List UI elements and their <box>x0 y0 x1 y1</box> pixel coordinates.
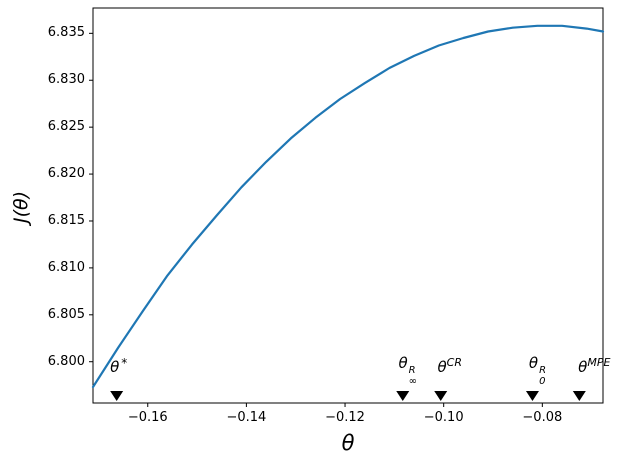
theta-inf-R-base: θ <box>398 354 408 372</box>
theta-CR-marker <box>434 391 448 401</box>
theta-star-base: θ <box>110 358 120 376</box>
y-tick-label-4: 6.820 <box>47 166 85 182</box>
y-tick-label-0: 6.800 <box>47 353 85 369</box>
theta-inf-R-supsub: R ∞ <box>408 365 417 387</box>
y-tick-label-3: 6.815 <box>47 212 85 228</box>
theta-MPE-base: θ <box>578 358 588 376</box>
theta-CR-label: θCR <box>410 353 490 377</box>
theta-CR-base: θ <box>437 358 447 376</box>
y-axis-label-text: J(θ) <box>10 190 32 224</box>
y-tick-label-6: 6.830 <box>47 72 85 88</box>
x-tick-label-0: −0.16 <box>127 410 168 425</box>
theta-star-sup: * <box>121 356 128 370</box>
y-tick-label-2: 6.810 <box>47 259 85 275</box>
theta-inf-R-label: θ R ∞ <box>368 353 448 387</box>
x-axis-label-text: θ <box>341 431 355 455</box>
x-tick-label-1: −0.14 <box>226 410 267 425</box>
objective-curve <box>91 24 605 389</box>
theta-MPE-sup: MPE <box>587 356 611 369</box>
y-axis-label: J(θ) <box>10 191 32 223</box>
x-axis-label: θ <box>342 431 355 455</box>
theta-0-R-marker <box>525 391 539 401</box>
plot-frame <box>92 7 604 404</box>
theta-MPE-marker <box>572 391 586 401</box>
x-tick-label-4: −0.08 <box>522 410 563 425</box>
theta-star-label: θ * <box>79 353 159 377</box>
y-tick-label-7: 6.835 <box>47 25 85 41</box>
theta-CR-sup: CR <box>446 356 462 369</box>
x-tick-label-3: −0.10 <box>423 410 464 425</box>
x-tick-label-2: −0.12 <box>325 410 365 425</box>
y-tick-label-1: 6.805 <box>47 306 85 322</box>
theta-star-marker <box>110 391 124 401</box>
theta-MPE-label: θMPE <box>554 353 629 377</box>
theta-inf-R-marker <box>396 391 410 401</box>
theta-0-R-base: θ <box>528 354 539 372</box>
y-tick-label-5: 6.825 <box>47 119 85 135</box>
